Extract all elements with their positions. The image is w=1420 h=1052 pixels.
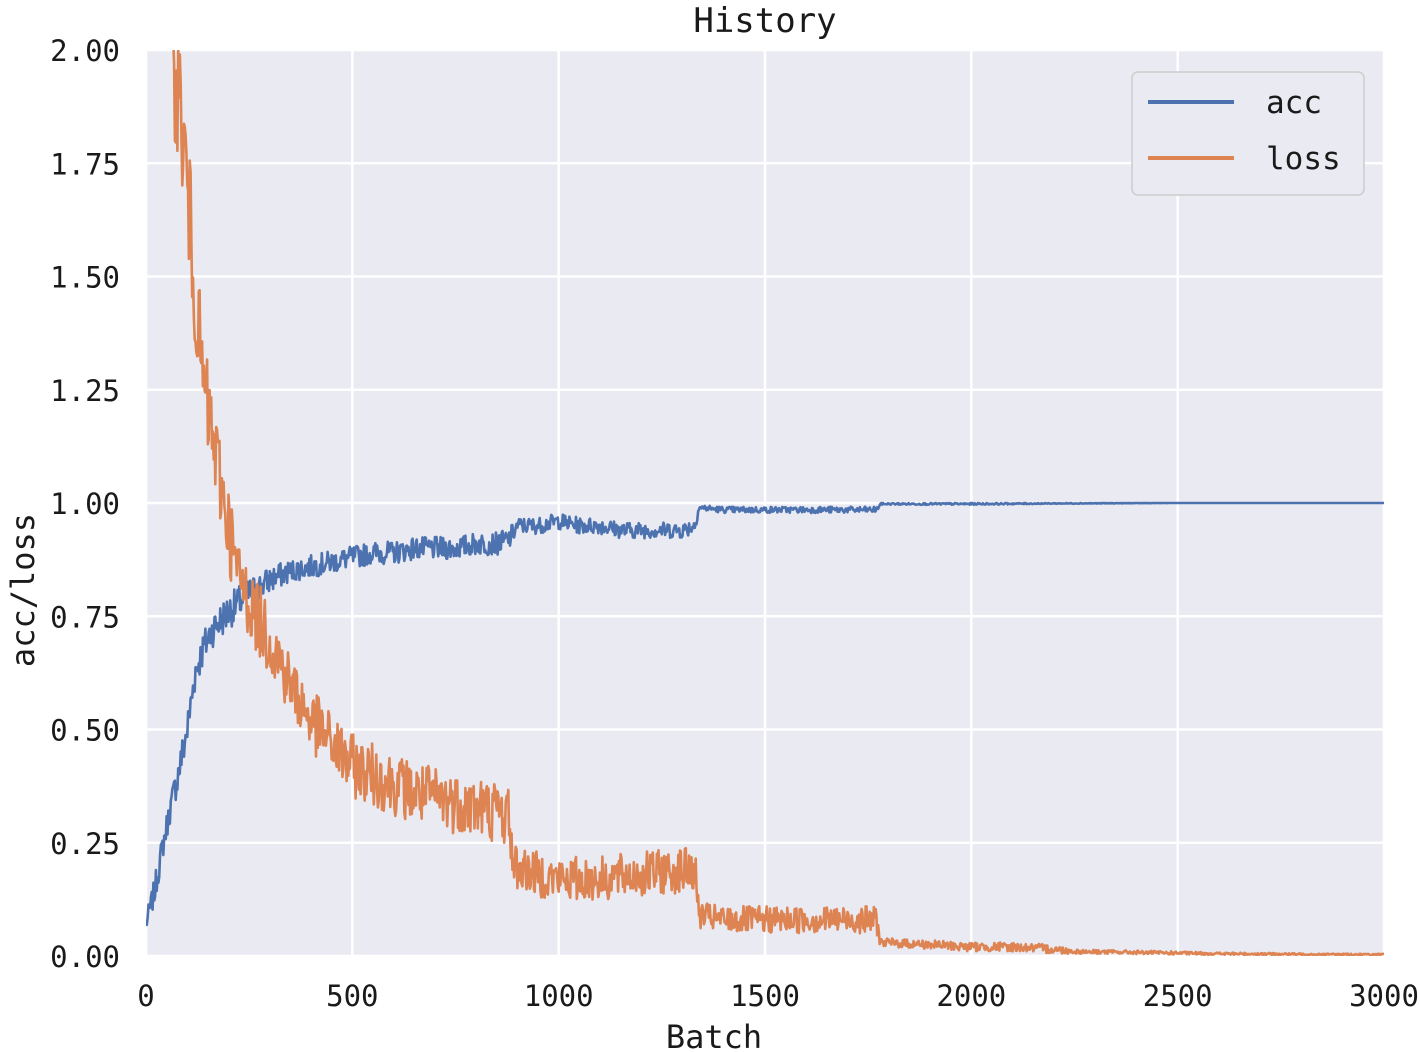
x-axis-title: Batch [666,1018,762,1052]
y-tick-label: 1.00 [50,487,120,521]
legend-label-loss: loss [1266,141,1341,177]
y-tick-label: 0.25 [50,827,120,861]
x-tick-label: 0 [137,979,154,1013]
x-tick-label: 2000 [936,979,1006,1013]
legend-label-acc: acc [1266,85,1322,121]
series-line-acc [146,501,1384,927]
y-tick-label: 0.75 [50,600,120,634]
legend: acc loss [1131,71,1365,196]
series-line-loss [172,50,1384,956]
y-tick-label: 2.00 [50,34,120,68]
series-layer [146,50,1384,956]
y-tick-label: 1.75 [50,147,120,181]
grid [144,48,1386,958]
y-tick-label: 0.50 [50,714,120,748]
x-tick-label: 1500 [730,979,800,1013]
x-tick-label: 3000 [1349,979,1419,1013]
y-tick-label: 1.25 [50,374,120,408]
x-tick-label: 500 [326,979,378,1013]
chart-title: History [693,1,836,41]
x-tick-label: 2500 [1143,979,1213,1013]
y-tick-label: 0.00 [50,940,120,974]
tick-labels: 0 500 1000 1500 2000 2500 3000 0.00 0.25 0.50 0.75… [50,34,1419,1013]
y-tick-label: 1.50 [50,261,120,295]
y-axis-title: acc/loss [4,513,42,667]
x-tick-label: 1000 [524,979,594,1013]
